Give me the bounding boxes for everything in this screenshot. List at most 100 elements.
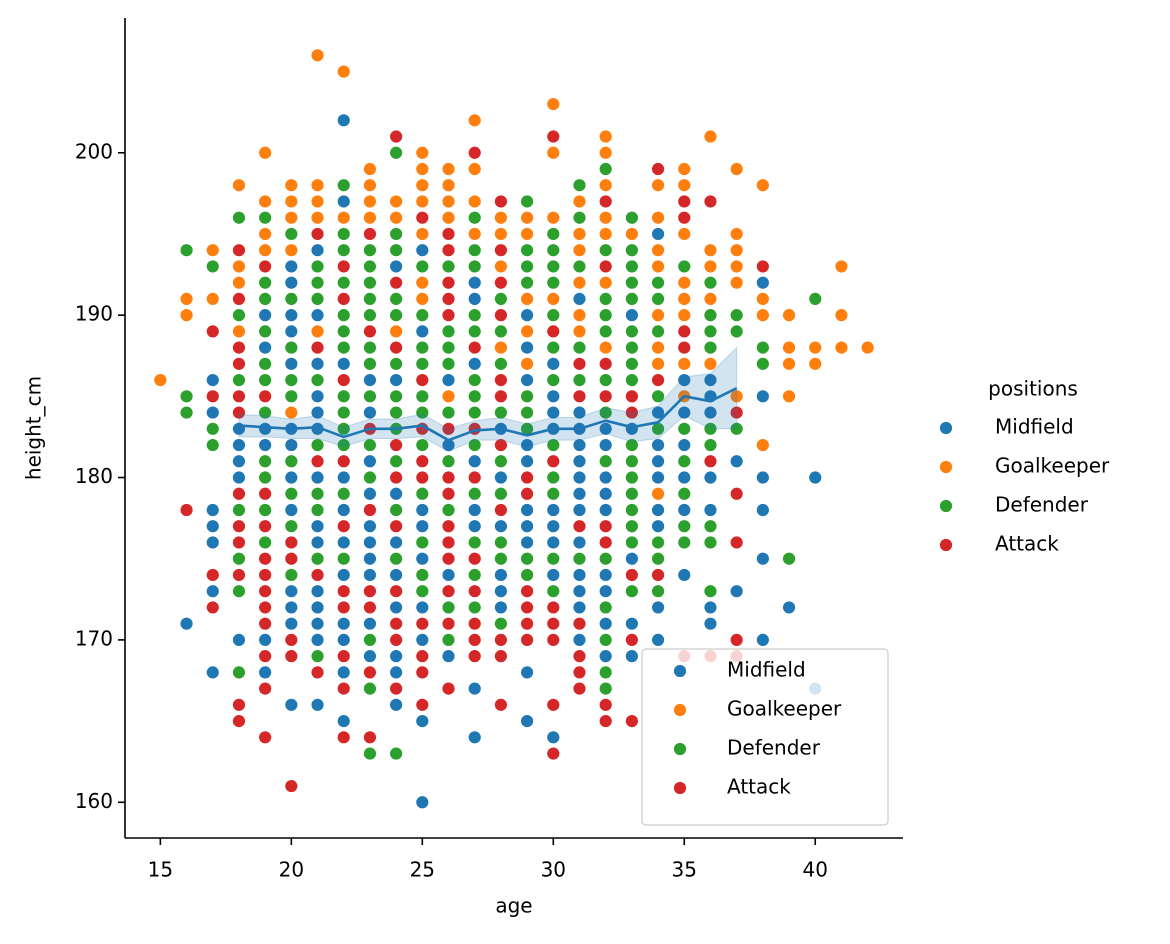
confidence-band [238, 346, 738, 453]
point [336, 308, 351, 323]
point [755, 438, 770, 452]
point [546, 535, 561, 550]
point [363, 584, 377, 599]
point [624, 308, 639, 323]
point [389, 243, 404, 258]
point [363, 438, 377, 452]
point [494, 535, 508, 550]
point [415, 600, 430, 615]
point [546, 389, 561, 404]
point [310, 633, 325, 647]
point [494, 616, 508, 631]
point [389, 356, 404, 371]
point [179, 243, 194, 258]
point [205, 519, 220, 534]
legend-label: Midfield [995, 415, 1074, 439]
point [729, 324, 744, 339]
point [729, 584, 744, 599]
point [205, 292, 220, 306]
x-tick-label: 25 [410, 858, 435, 882]
point [494, 275, 508, 290]
point [284, 454, 299, 469]
point [258, 275, 273, 290]
point [284, 503, 299, 517]
point [494, 243, 508, 258]
point [651, 210, 665, 225]
point [729, 243, 744, 258]
point [703, 438, 718, 452]
point [546, 486, 561, 501]
point [572, 259, 587, 274]
point [310, 324, 325, 339]
point [232, 292, 246, 306]
point [520, 633, 534, 647]
point [651, 486, 665, 501]
point [546, 519, 561, 534]
point [729, 227, 744, 241]
point [520, 600, 534, 615]
point [258, 356, 273, 371]
point [258, 308, 273, 323]
point [467, 259, 482, 274]
point [572, 373, 587, 387]
point [389, 389, 404, 404]
point [860, 340, 875, 355]
legend-marker [673, 742, 687, 756]
point [624, 616, 639, 631]
point [494, 308, 508, 323]
point [232, 405, 246, 420]
x-tick-label: 35 [672, 858, 697, 882]
point [336, 178, 351, 193]
point [258, 292, 273, 306]
point [363, 568, 377, 582]
point [232, 470, 246, 485]
point [598, 714, 613, 728]
point [755, 356, 770, 371]
point [677, 340, 692, 355]
point [520, 324, 534, 339]
point [546, 584, 561, 599]
point [415, 243, 430, 258]
point [284, 275, 299, 290]
point [572, 551, 587, 566]
point [415, 535, 430, 550]
point [520, 194, 534, 209]
point [284, 210, 299, 225]
point [651, 633, 665, 647]
point [572, 665, 587, 680]
point [651, 324, 665, 339]
legend-marker [939, 460, 953, 474]
point [572, 600, 587, 615]
point [389, 568, 404, 582]
point [441, 681, 456, 696]
point [310, 405, 325, 420]
point [310, 470, 325, 485]
point [363, 616, 377, 631]
point [310, 194, 325, 209]
point [546, 356, 561, 371]
point [415, 633, 430, 647]
point [284, 243, 299, 258]
point [336, 665, 351, 680]
legend-marker [673, 703, 687, 717]
point [494, 210, 508, 225]
point [755, 178, 770, 193]
point [441, 308, 456, 323]
point [415, 275, 430, 290]
point [336, 324, 351, 339]
point [179, 405, 194, 420]
point [598, 243, 613, 258]
point [755, 503, 770, 517]
point [520, 389, 534, 404]
point [755, 275, 770, 290]
point [546, 259, 561, 274]
point [598, 373, 613, 387]
point [363, 519, 377, 534]
x-tick-label: 30 [541, 858, 566, 882]
point [363, 356, 377, 371]
point [389, 665, 404, 680]
point [598, 194, 613, 209]
point [310, 438, 325, 452]
point [389, 129, 404, 144]
point [677, 194, 692, 209]
